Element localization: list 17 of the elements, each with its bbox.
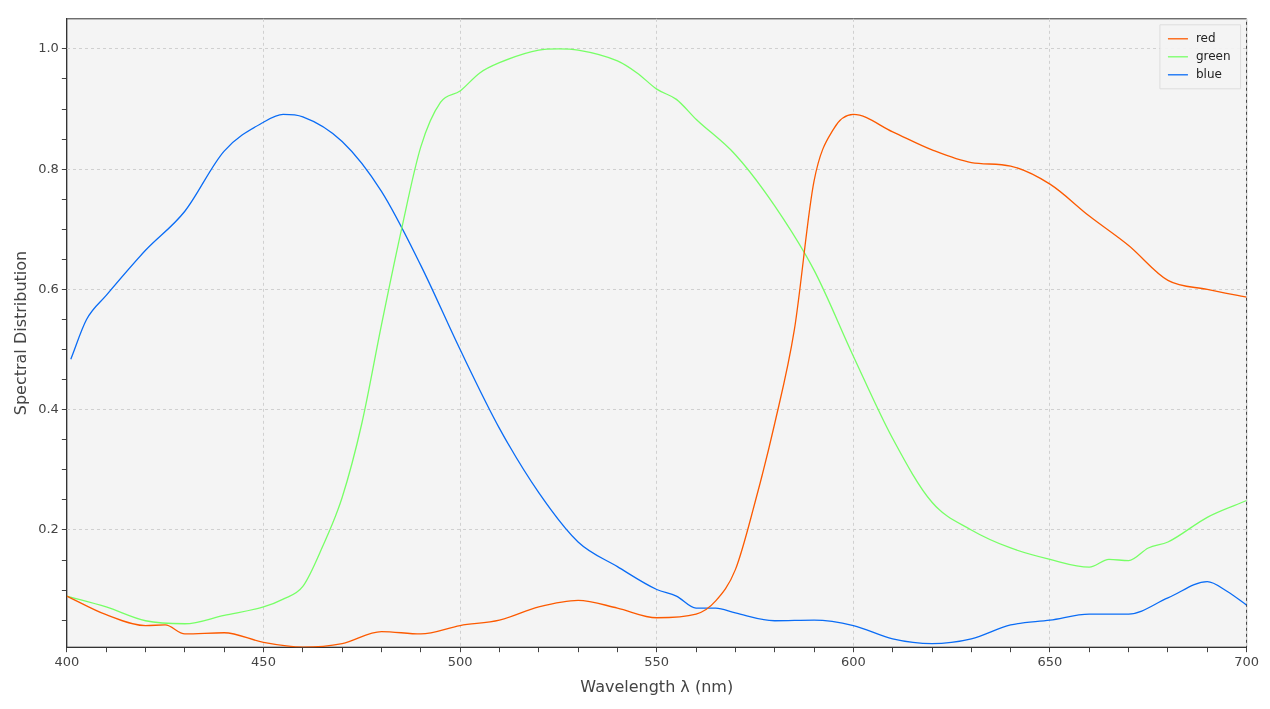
x-tick-label: 450	[251, 654, 276, 670]
legend-label: red	[1195, 30, 1216, 45]
x-tick-label: 500	[447, 654, 473, 670]
legend-label: green	[1195, 48, 1231, 63]
x-tick-label: 400	[54, 654, 80, 670]
x-tick-label: 550	[644, 654, 670, 670]
x-axis-title: Wavelength λ (nm)	[580, 676, 734, 696]
x-tick-label: 700	[1234, 654, 1260, 670]
x-tick-label: 600	[840, 654, 866, 670]
y-tick-label: 1.0	[38, 40, 59, 56]
x-tick-label: 650	[1037, 654, 1063, 670]
y-axis-title: Spectral Distribution	[10, 250, 30, 416]
y-tick-label: 0.4	[38, 401, 59, 417]
y-tick-label: 0.6	[38, 280, 59, 296]
y-tick-label: 0.2	[38, 521, 59, 537]
legend-label: blue	[1195, 66, 1222, 81]
y-tick-label: 0.8	[38, 160, 59, 176]
